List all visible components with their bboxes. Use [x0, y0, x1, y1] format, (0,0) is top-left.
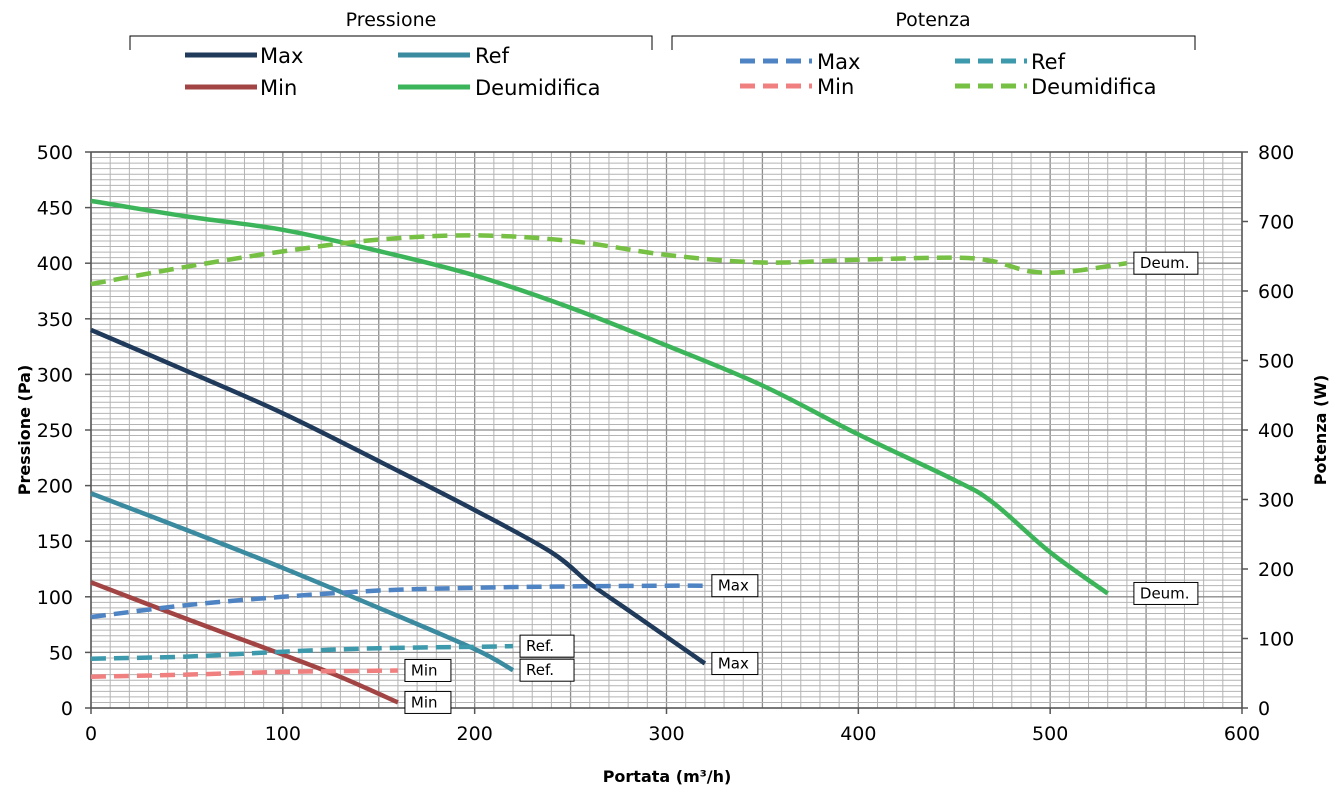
series-line-potenza-ref: [90, 643, 514, 661]
y2-tick-label: 700: [1258, 212, 1294, 234]
y-tick-label: 150: [37, 531, 73, 553]
end-label: Min: [411, 693, 438, 711]
y2-tick-label: 400: [1258, 420, 1294, 442]
y2-tick-label: 300: [1258, 490, 1294, 512]
series-lines: [90, 198, 1128, 705]
legend-label: Min: [817, 75, 854, 99]
y-tick-label: 100: [37, 587, 73, 609]
legend-label: Max: [817, 50, 860, 74]
y-tick-label: 300: [37, 364, 73, 386]
end-label-box: [519, 634, 575, 658]
end-label-box: [404, 658, 452, 682]
y-tick-label: 400: [37, 253, 73, 275]
series-line-pressione-deumidifica: [90, 198, 1110, 596]
legend-group-bracket: [671, 35, 1196, 50]
axes: 0 100 200 300 400 500 600 0 50 100 150 200 250 300 350…: [37, 142, 1295, 745]
legend-label: Deumidifica: [1031, 75, 1157, 99]
end-labels: Deum. Deum. Max Max Ref. Ref. Min Min: [404, 251, 1199, 714]
x-tick-label: 300: [648, 723, 684, 745]
y2-tick-label: 500: [1258, 351, 1294, 373]
x-tick-label: 200: [457, 723, 493, 745]
legend-group-title: Pressione: [346, 9, 437, 31]
end-label: Max: [718, 655, 749, 673]
x-tick-label: 0: [85, 723, 97, 745]
y-tick-label: 250: [37, 420, 73, 442]
end-label-box: [711, 574, 759, 598]
x-tick-label: 400: [840, 723, 876, 745]
x-tick-label: 100: [265, 723, 301, 745]
end-label-box: [711, 652, 759, 676]
end-label: Ref.: [526, 637, 554, 655]
series-line-potenza-min: [90, 668, 398, 679]
series-line-potenza-max: [90, 583, 705, 620]
legend-group-bracket: [129, 35, 653, 50]
y-axis-right-title: Potenza (W): [1311, 375, 1330, 486]
legend-label: Ref: [475, 44, 510, 68]
y-tick-label: 450: [37, 198, 73, 220]
y2-tick-label: 0: [1258, 698, 1270, 720]
end-label: Ref.: [526, 661, 554, 679]
end-label-box: [519, 658, 575, 682]
legend-label: Max: [260, 44, 303, 68]
legend-group-title: Potenza: [895, 9, 970, 31]
x-axis-title: Portata (m³/h): [603, 767, 732, 786]
x-tick-label: 600: [1224, 723, 1260, 745]
series-line-pressione-ref: [90, 491, 515, 673]
end-label-box: [1133, 251, 1199, 275]
legend-label: Ref: [1031, 50, 1066, 74]
end-label-box: [404, 690, 452, 714]
end-label: Min: [411, 661, 438, 679]
series-line-pressione-min: [90, 580, 399, 705]
end-label: Deum.: [1140, 254, 1190, 272]
grid: [90, 151, 1243, 709]
x-tick-label: 500: [1032, 723, 1068, 745]
y-tick-label: 0: [61, 698, 73, 720]
y2-tick-label: 600: [1258, 281, 1294, 303]
y-tick-label: 50: [49, 642, 73, 664]
y-axis-left-title: Pressione (Pa): [15, 365, 34, 496]
y-tick-label: 200: [37, 476, 73, 498]
y2-tick-label: 800: [1258, 142, 1294, 164]
end-label: Max: [718, 577, 749, 595]
end-label: Deum.: [1140, 584, 1190, 602]
y-tick-label: 500: [37, 142, 73, 164]
y2-tick-label: 100: [1258, 629, 1294, 651]
y-tick-label: 350: [37, 309, 73, 331]
legend-label: Min: [260, 76, 297, 100]
y2-tick-label: 200: [1258, 559, 1294, 581]
series-line-pressione-max: [90, 327, 707, 666]
series-line-potenza-deumidifica: [90, 233, 1128, 287]
legend: Pressione Potenza Max Ref Min Deumidifica Max R…: [129, 9, 1196, 100]
end-label-box: [1133, 581, 1199, 605]
legend-label: Deumidifica: [475, 76, 601, 100]
